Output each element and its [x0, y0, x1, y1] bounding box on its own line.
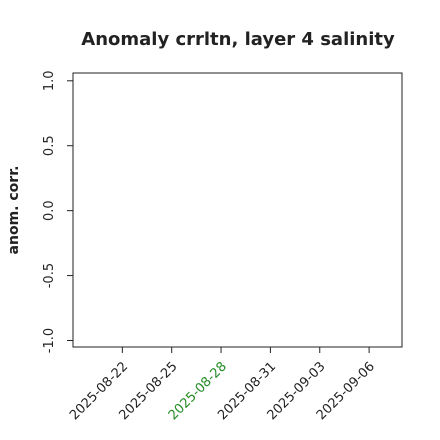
plot-frame: [72, 72, 403, 348]
y-tick-label: -0.5: [42, 263, 57, 288]
y-tick-label: 0.0: [42, 200, 57, 221]
y-tick-label: -1.0: [42, 328, 57, 353]
chart-title: Anomaly crrltn, layer 4 salinity: [81, 29, 395, 50]
y-tick-label: 1.0: [42, 70, 57, 91]
y-tick-label: 0.5: [42, 135, 57, 156]
y-axis-label: anom. corr.: [6, 166, 22, 255]
